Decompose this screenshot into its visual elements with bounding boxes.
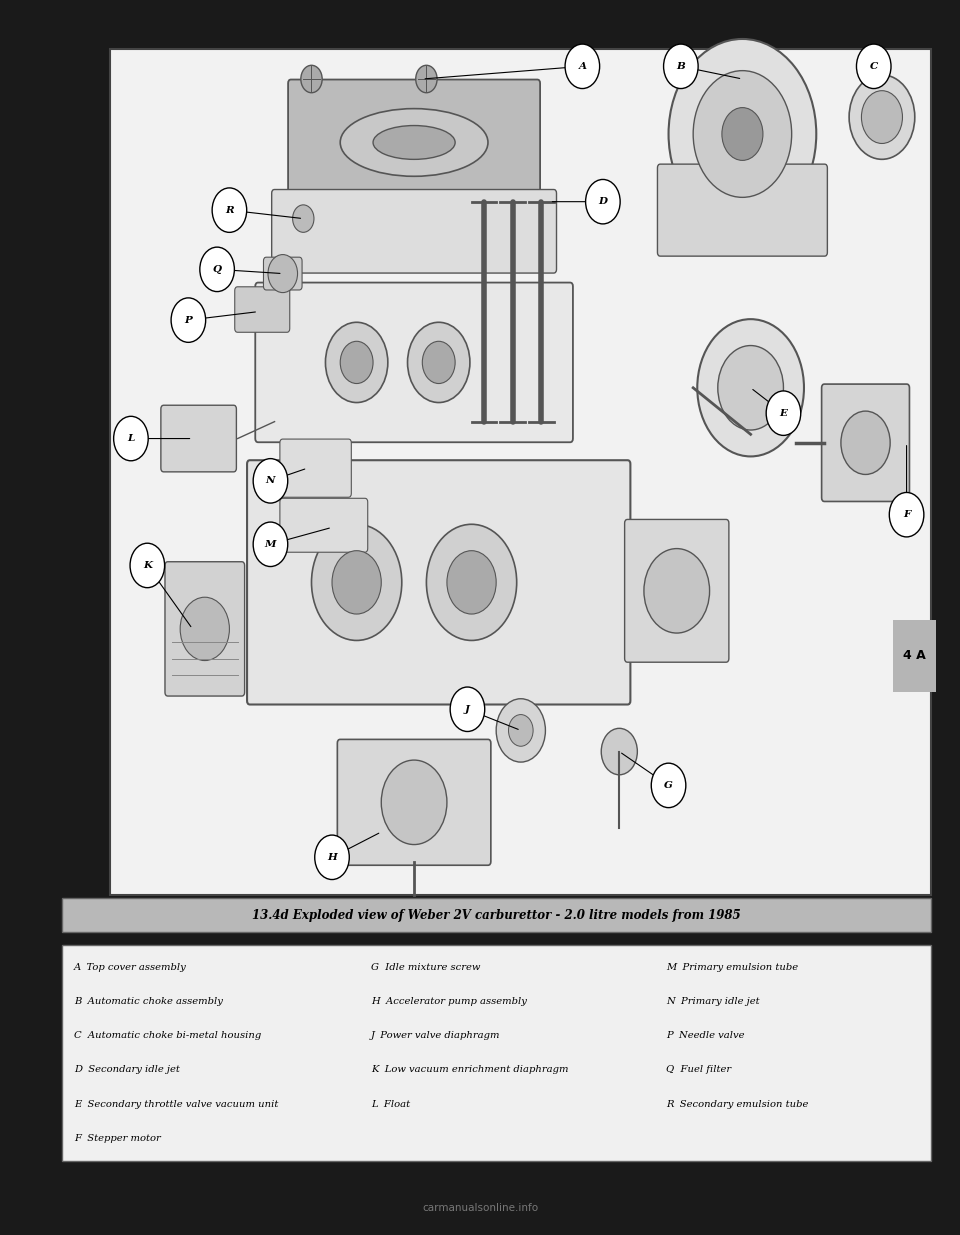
FancyBboxPatch shape <box>62 898 931 932</box>
Text: M  Primary emulsion tube: M Primary emulsion tube <box>666 962 799 972</box>
Circle shape <box>509 715 533 746</box>
Text: Q: Q <box>212 264 222 274</box>
Circle shape <box>668 40 816 228</box>
Text: A  Top cover assembly: A Top cover assembly <box>74 962 186 972</box>
Circle shape <box>651 763 685 808</box>
Circle shape <box>408 322 469 403</box>
Circle shape <box>416 65 437 93</box>
Circle shape <box>426 525 516 641</box>
Circle shape <box>253 458 288 503</box>
Circle shape <box>722 107 763 161</box>
FancyBboxPatch shape <box>280 440 351 498</box>
Circle shape <box>315 835 349 879</box>
Text: R: R <box>225 206 233 215</box>
Circle shape <box>861 90 902 143</box>
FancyBboxPatch shape <box>658 164 828 256</box>
Circle shape <box>601 729 637 774</box>
FancyBboxPatch shape <box>161 405 236 472</box>
Circle shape <box>268 254 298 293</box>
Circle shape <box>697 319 804 457</box>
Circle shape <box>447 551 496 614</box>
FancyBboxPatch shape <box>893 620 936 692</box>
Circle shape <box>171 298 205 342</box>
Text: F  Stepper motor: F Stepper motor <box>74 1134 160 1144</box>
FancyBboxPatch shape <box>280 498 368 552</box>
Circle shape <box>180 598 229 661</box>
Text: C: C <box>870 62 877 70</box>
Text: J: J <box>465 705 469 714</box>
Circle shape <box>300 65 323 93</box>
FancyBboxPatch shape <box>62 945 931 1161</box>
Circle shape <box>332 551 381 614</box>
FancyBboxPatch shape <box>625 520 729 662</box>
Text: F: F <box>903 510 910 519</box>
FancyBboxPatch shape <box>288 79 540 205</box>
FancyBboxPatch shape <box>272 189 557 273</box>
Text: P: P <box>184 316 192 325</box>
Text: R  Secondary emulsion tube: R Secondary emulsion tube <box>666 1100 808 1109</box>
Circle shape <box>889 493 924 537</box>
Circle shape <box>766 391 801 436</box>
Circle shape <box>450 687 485 731</box>
Text: M: M <box>265 540 276 548</box>
Ellipse shape <box>373 126 455 159</box>
FancyBboxPatch shape <box>263 257 302 290</box>
FancyBboxPatch shape <box>255 283 573 442</box>
Circle shape <box>849 75 915 159</box>
Text: J  Power valve diaphragm: J Power valve diaphragm <box>371 1031 500 1040</box>
Text: C  Automatic choke bi-metal housing: C Automatic choke bi-metal housing <box>74 1031 261 1040</box>
Text: K: K <box>143 561 152 569</box>
Circle shape <box>841 411 890 474</box>
Text: B  Automatic choke assembly: B Automatic choke assembly <box>74 997 223 1005</box>
Text: H: H <box>327 853 337 862</box>
Circle shape <box>422 341 455 384</box>
Circle shape <box>200 247 234 291</box>
FancyBboxPatch shape <box>337 740 491 866</box>
FancyBboxPatch shape <box>822 384 909 501</box>
Text: 13.4d Exploded view of Weber 2V carburettor - 2.0 litre models from 1985: 13.4d Exploded view of Weber 2V carburet… <box>252 909 741 921</box>
Circle shape <box>113 416 148 461</box>
Ellipse shape <box>340 109 488 177</box>
Circle shape <box>565 44 600 89</box>
Text: P  Needle valve: P Needle valve <box>666 1031 745 1040</box>
Circle shape <box>253 522 288 567</box>
Text: D  Secondary idle jet: D Secondary idle jet <box>74 1066 180 1074</box>
Text: G  Idle mixture screw: G Idle mixture screw <box>371 962 480 972</box>
Circle shape <box>718 346 783 430</box>
Circle shape <box>496 699 545 762</box>
Text: E  Secondary throttle valve vacuum unit: E Secondary throttle valve vacuum unit <box>74 1100 278 1109</box>
Circle shape <box>340 341 373 384</box>
Text: E: E <box>780 409 787 417</box>
Circle shape <box>663 44 698 89</box>
Circle shape <box>212 188 247 232</box>
Text: L: L <box>128 433 134 443</box>
FancyBboxPatch shape <box>110 49 931 895</box>
Circle shape <box>325 322 388 403</box>
Text: D: D <box>598 198 608 206</box>
Circle shape <box>856 44 891 89</box>
Circle shape <box>130 543 164 588</box>
FancyBboxPatch shape <box>247 461 631 704</box>
Text: H  Accelerator pump assembly: H Accelerator pump assembly <box>371 997 527 1005</box>
Circle shape <box>311 525 402 641</box>
Text: 4 A: 4 A <box>903 650 925 662</box>
Text: K  Low vacuum enrichment diaphragm: K Low vacuum enrichment diaphragm <box>371 1066 568 1074</box>
Circle shape <box>293 205 314 232</box>
Circle shape <box>381 760 447 845</box>
Text: L  Float: L Float <box>371 1100 410 1109</box>
Text: G: G <box>664 781 673 790</box>
FancyBboxPatch shape <box>165 562 245 697</box>
Text: N: N <box>266 477 276 485</box>
FancyBboxPatch shape <box>235 287 290 332</box>
Text: Q  Fuel filter: Q Fuel filter <box>666 1066 732 1074</box>
Text: carmanualsonline.info: carmanualsonline.info <box>422 1203 538 1213</box>
Text: B: B <box>677 62 685 70</box>
Text: A: A <box>578 62 587 70</box>
Circle shape <box>644 548 709 634</box>
Circle shape <box>586 179 620 224</box>
Text: N  Primary idle jet: N Primary idle jet <box>666 997 760 1005</box>
Circle shape <box>693 70 792 198</box>
